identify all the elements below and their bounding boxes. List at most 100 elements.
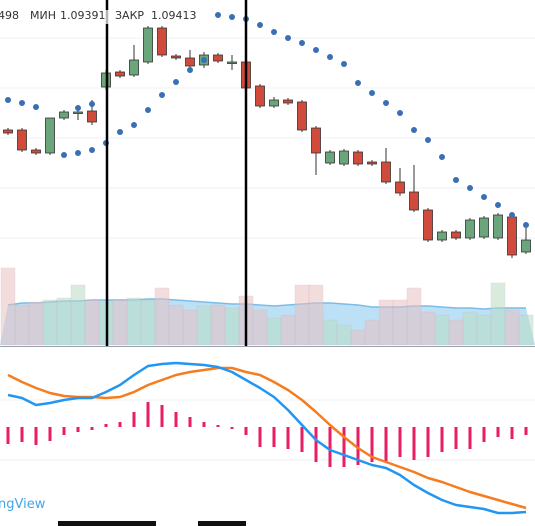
sar-dot (425, 137, 431, 143)
candle-body (45, 117, 55, 154)
histogram-bar (216, 425, 220, 427)
volume-bar (364, 319, 380, 346)
time-axis-block (108, 521, 156, 526)
volume-bar (28, 301, 44, 346)
volume-bar (350, 329, 366, 346)
volume-bar (476, 314, 492, 346)
histogram-bar (314, 427, 318, 462)
histogram-bar (230, 427, 234, 429)
histogram-bar (244, 427, 248, 435)
time-axis-block (198, 521, 246, 526)
candle-body (115, 71, 125, 77)
volume-bar (406, 287, 422, 346)
volume-bar (266, 317, 282, 346)
histogram-bar (90, 427, 94, 430)
volume-bar (84, 299, 100, 346)
header-low-label: МИН (30, 9, 56, 22)
histogram-bar (48, 427, 52, 441)
candle-body (3, 129, 13, 134)
histogram-bar (356, 427, 360, 465)
candle-body (381, 161, 391, 183)
volume-bar (154, 287, 170, 346)
histogram-bar (482, 427, 486, 442)
sar-dot (145, 107, 151, 113)
sar-dot (75, 105, 81, 111)
volume-bar (70, 284, 86, 346)
volume-bar (210, 304, 226, 346)
candle-body (213, 54, 223, 62)
histogram-bar (132, 412, 136, 427)
candle-body (465, 219, 475, 239)
histogram-bar (440, 427, 444, 452)
time-axis (0, 520, 535, 526)
histogram-bar (496, 427, 500, 437)
header-bg (0, 10, 190, 24)
sar-dot (397, 110, 403, 116)
histogram-bar (342, 427, 346, 467)
volume-bar (252, 309, 268, 346)
candle-body (73, 111, 83, 114)
candle-body (507, 216, 517, 256)
header-low: 1.09391 (60, 9, 106, 22)
candle-body (451, 231, 461, 239)
candle-body (255, 85, 265, 107)
sar-dot (327, 54, 333, 60)
volume-bar (14, 304, 30, 346)
sar-dot (89, 147, 95, 153)
sar-dot (355, 80, 361, 86)
volume-bar (308, 284, 324, 346)
candle-body (31, 149, 41, 154)
sar-dot (159, 92, 165, 98)
sar-dot (383, 100, 389, 106)
histogram-bar (258, 427, 262, 447)
candle-body (143, 27, 153, 63)
candle-body (367, 161, 377, 165)
grid (0, 37, 535, 461)
candle-body (521, 239, 531, 253)
volume-bar (322, 319, 338, 346)
volume-bar (294, 284, 310, 346)
sar-dot (369, 90, 375, 96)
candle-body (339, 150, 349, 165)
volume-bar (42, 299, 58, 346)
volume-bar (224, 307, 240, 346)
sar-dot (467, 185, 473, 191)
histogram-bar (6, 427, 10, 444)
volume-bar (56, 297, 72, 346)
sar-dot (5, 97, 11, 103)
sar-dot (61, 152, 67, 158)
histogram-bar (524, 427, 528, 435)
volume-bar (182, 309, 198, 346)
sar-dot (187, 67, 193, 73)
price-layer (3, 12, 531, 258)
header-close: 1.09413 (151, 9, 197, 22)
histogram-bar (370, 427, 374, 462)
histogram-bar (20, 427, 24, 442)
candle-body (269, 99, 279, 107)
histogram-bar (160, 405, 164, 427)
candle-body (87, 110, 97, 123)
volume-bar (420, 311, 436, 346)
candle-body (479, 217, 489, 238)
histogram-bar (188, 417, 192, 427)
sar-dot (495, 202, 501, 208)
macd-line (7, 361, 527, 515)
header-fragment: 498 (0, 9, 19, 22)
volume-bar (336, 324, 352, 346)
candle-body (283, 99, 293, 104)
histogram-bar (272, 427, 276, 447)
sar-dot (257, 22, 263, 28)
sar-dot (89, 101, 95, 107)
watermark: ngView (0, 497, 46, 512)
sar-dot (481, 194, 487, 200)
sar-dot (299, 40, 305, 46)
histogram-bar (174, 412, 178, 427)
volume-bar (168, 304, 184, 346)
volume-bar (518, 314, 534, 346)
sar-dot (75, 150, 81, 156)
sar-dot (173, 79, 179, 85)
volume-bar (434, 314, 450, 346)
macd-layer (6, 361, 528, 515)
histogram-bar (76, 427, 80, 432)
